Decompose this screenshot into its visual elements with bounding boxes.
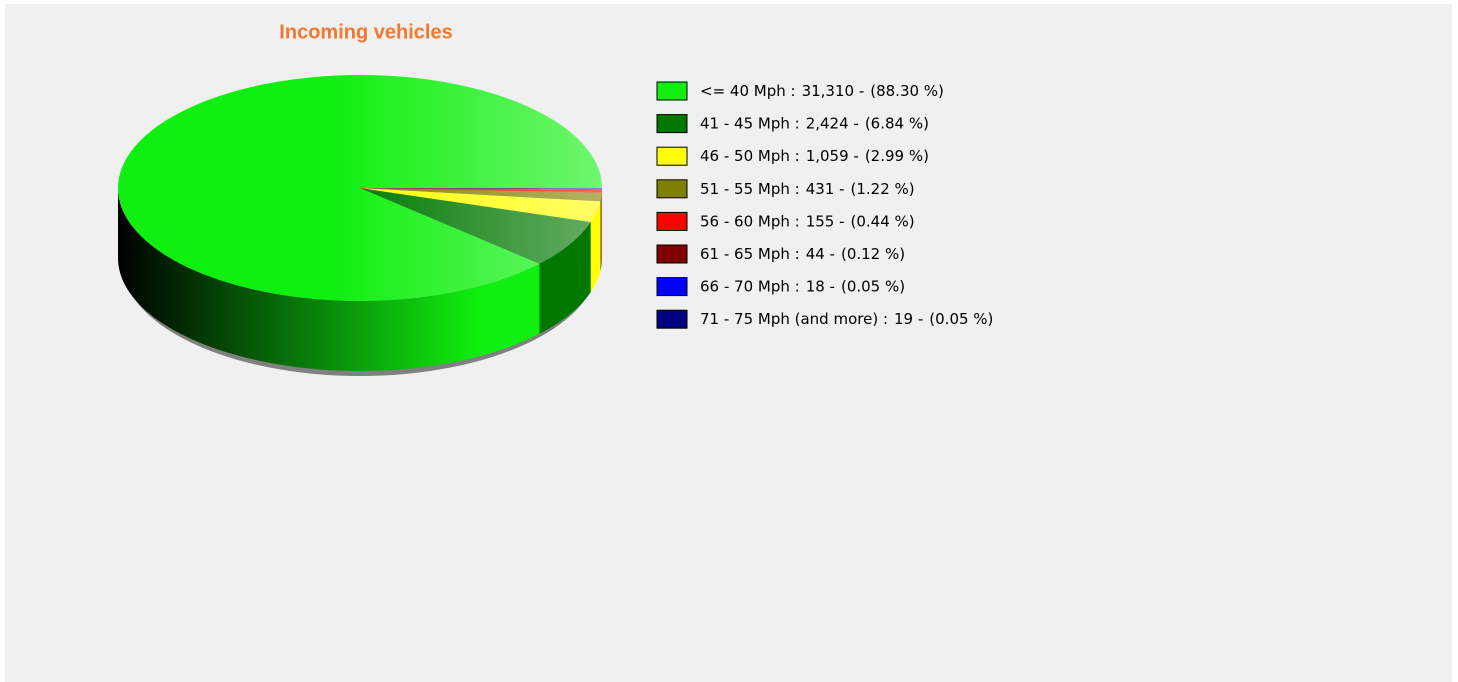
legend-percent: (0.44 %)	[851, 212, 915, 230]
slice-side	[600, 192, 602, 272]
legend-entry: 51 - 55 Mph : 431 - (1.22 %)	[700, 179, 915, 197]
legend-label: 66 - 70 Mph :	[700, 277, 800, 295]
legend-entry: 71 - 75 Mph (and more) : 19 - (0.05 %)	[700, 310, 993, 328]
legend-entry: 66 - 70 Mph : 18 - (0.05 %)	[700, 277, 905, 295]
legend-label: <= 40 Mph :	[700, 82, 796, 100]
legend-percent: (2.99 %)	[865, 147, 929, 165]
legend-entry: 56 - 60 Mph : 155 - (0.44 %)	[700, 212, 915, 230]
legend-percent: (6.84 %)	[865, 114, 929, 132]
legend-swatch	[656, 81, 688, 101]
legend-label: 41 - 45 Mph :	[700, 114, 800, 132]
legend-swatch	[656, 114, 688, 134]
legend-percent: (88.30 %)	[870, 82, 944, 100]
slice-side	[118, 188, 540, 371]
legend-percent: (0.05 %)	[929, 310, 993, 328]
legend-entry: 46 - 50 Mph : 1,059 - (2.99 %)	[700, 147, 929, 165]
legend-count: 2,424 -	[806, 114, 859, 132]
legend-count: 44 -	[806, 245, 835, 263]
chart-title: Incoming vehicles	[279, 21, 452, 43]
legend-entry: <= 40 Mph : 31,310 - (88.30 %)	[700, 82, 944, 100]
legend-label: 46 - 50 Mph :	[700, 147, 800, 165]
legend-count: 19 -	[894, 310, 923, 328]
legend-percent: (0.12 %)	[841, 245, 905, 263]
legend-entry: 61 - 65 Mph : 44 - (0.12 %)	[700, 245, 905, 263]
legend-label: 61 - 65 Mph :	[700, 245, 800, 263]
legend-count: 431 -	[806, 179, 845, 197]
legend-count: 155 -	[806, 212, 845, 230]
legend-label: 71 - 75 Mph (and more) :	[700, 310, 888, 328]
legend-label: 56 - 60 Mph :	[700, 212, 800, 230]
legend-swatch	[656, 244, 688, 264]
legend-swatch	[656, 309, 688, 329]
legend-swatch	[656, 146, 688, 166]
legend-swatch	[656, 277, 688, 297]
legend-count: 1,059 -	[806, 147, 859, 165]
legend-swatch	[656, 211, 688, 231]
legend-count: 31,310 -	[802, 82, 865, 100]
legend-swatch	[656, 179, 688, 199]
legend-label: 51 - 55 Mph :	[700, 179, 800, 197]
legend-count: 18 -	[806, 277, 835, 295]
legend-percent: (1.22 %)	[851, 179, 915, 197]
legend-entry: 41 - 45 Mph : 2,424 - (6.84 %)	[700, 114, 929, 132]
legend-percent: (0.05 %)	[841, 277, 905, 295]
